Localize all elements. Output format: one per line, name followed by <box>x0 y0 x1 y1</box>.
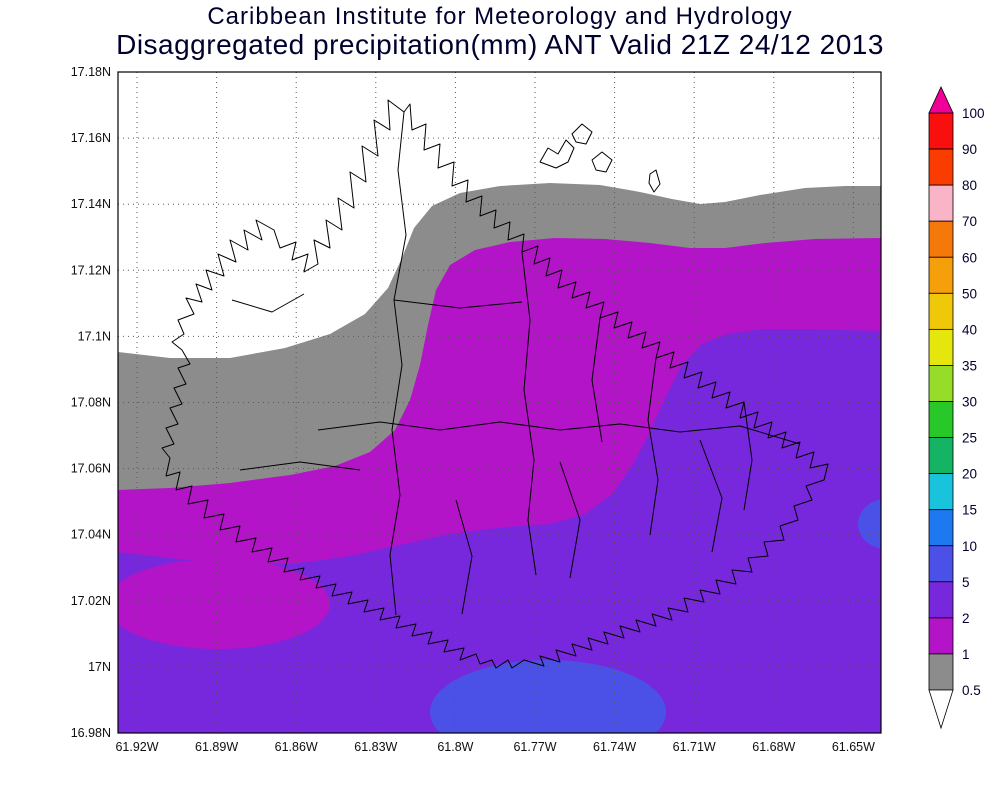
colorbar-legend: 100 90 80 70 60 50 40 35 30 25 20 15 10 5 2 1 0.5 <box>928 86 985 730</box>
legend-color-segment <box>928 365 954 402</box>
legend-color-segment <box>928 292 954 330</box>
legend-value-label: 50 <box>962 286 977 301</box>
page-title: Caribbean Institute for Meteorology and … <box>207 3 793 30</box>
x-axis-label: 61.71W <box>673 740 716 754</box>
legend-arrow-bottom <box>928 689 954 730</box>
map-gridlines <box>118 72 881 733</box>
legend-value-label: 20 <box>962 467 977 482</box>
contour-purple-region <box>118 329 881 733</box>
legend-color-segment <box>928 581 954 619</box>
legend-color-segment <box>928 473 954 511</box>
y-axis-label: 17.04N <box>71 528 111 542</box>
legend-arrow-top <box>928 86 954 114</box>
legend-value-label: 2 <box>962 611 970 626</box>
y-axis-label: 17.02N <box>71 594 111 608</box>
legend-value-label: 30 <box>962 395 977 410</box>
contour-blue-patch-east <box>858 499 881 549</box>
parish-boundary <box>389 111 407 616</box>
parish-boundary <box>647 357 659 536</box>
contour-blue-blob-south <box>430 660 666 733</box>
legend-color-segment <box>928 401 954 438</box>
x-axis-label: 61.74W <box>593 740 636 754</box>
legend-color-segment <box>928 617 954 655</box>
precipitation-contours <box>118 183 881 733</box>
offshore-island <box>539 139 575 169</box>
legend-color-segment <box>928 509 954 547</box>
x-axis-label: 61.89W <box>195 740 238 754</box>
offshore-island <box>648 169 661 193</box>
legend-color-segment <box>928 328 954 366</box>
y-axis-label: 17.1N <box>78 329 111 343</box>
x-axis-label: 61.65W <box>832 740 875 754</box>
y-axis-label: 17.16N <box>71 131 111 145</box>
offshore-island <box>571 123 593 145</box>
legend-color-segment <box>928 256 954 294</box>
legend-color-segment <box>928 184 954 222</box>
parish-boundary <box>393 299 523 309</box>
legend-color-segment <box>928 437 954 475</box>
parish-boundary <box>521 251 537 576</box>
title-block: Caribbean Institute for Meteorology and … <box>0 4 1000 60</box>
legend-value-label: 0.5 <box>962 683 981 698</box>
legend-color-segment <box>928 148 954 186</box>
legend-value-label: 60 <box>962 250 977 265</box>
plot-frame <box>117 71 882 734</box>
legend-color-segment <box>928 545 954 583</box>
offshore-island <box>591 151 613 173</box>
legend-value-label: 1 <box>962 647 970 662</box>
contour-magenta-pocket-southwest <box>118 559 330 649</box>
x-axis-label: 61.86W <box>275 740 318 754</box>
x-axis-label: 61.68W <box>752 740 795 754</box>
x-axis-label: 61.83W <box>354 740 397 754</box>
legend-value-label: 15 <box>962 503 977 518</box>
y-axis-label: 17.08N <box>71 396 111 410</box>
parish-boundary <box>239 461 361 471</box>
parish-boundary <box>743 401 753 511</box>
legend-value-label: 35 <box>962 358 977 373</box>
legend-value-label: 80 <box>962 178 977 193</box>
x-axis-label: 61.77W <box>513 740 556 754</box>
x-axis-label: 61.8W <box>437 740 473 754</box>
legend-value-label: 90 <box>962 142 977 157</box>
legend-color-segment <box>928 112 954 150</box>
y-axis-label: 17.14N <box>71 197 111 211</box>
parish-boundary <box>591 317 603 443</box>
parish-boundary <box>231 293 305 313</box>
coastline <box>161 99 829 669</box>
legend-value-label: 25 <box>962 431 977 446</box>
axis-labels: 17.18N 17.16N 17.14N 17.12N 17.1N 17.08N 17.06… <box>71 65 875 754</box>
y-axis-label: 16.98N <box>71 726 111 740</box>
legend-value-label: 100 <box>962 106 985 121</box>
y-axis-label: 17.12N <box>71 263 111 277</box>
legend-value-label: 70 <box>962 214 977 229</box>
y-axis-label: 17.06N <box>71 462 111 476</box>
parish-boundary <box>455 499 473 615</box>
parish-boundary <box>699 439 723 553</box>
parish-boundary <box>559 461 581 579</box>
antigua-outline <box>161 99 829 669</box>
legend-value-label: 40 <box>962 322 977 337</box>
legend-color-segment <box>928 220 954 258</box>
legend-value-label: 5 <box>962 575 970 590</box>
legend-value-label: 10 <box>962 539 977 554</box>
x-axis-label: 61.92W <box>115 740 158 754</box>
y-axis-label: 17.18N <box>71 65 111 79</box>
legend-color-segment <box>928 653 954 691</box>
page-subtitle: Disaggregated precipitation(mm) ANT Vali… <box>116 29 884 60</box>
parish-boundary <box>317 421 801 445</box>
y-axis-label: 17N <box>88 660 111 674</box>
